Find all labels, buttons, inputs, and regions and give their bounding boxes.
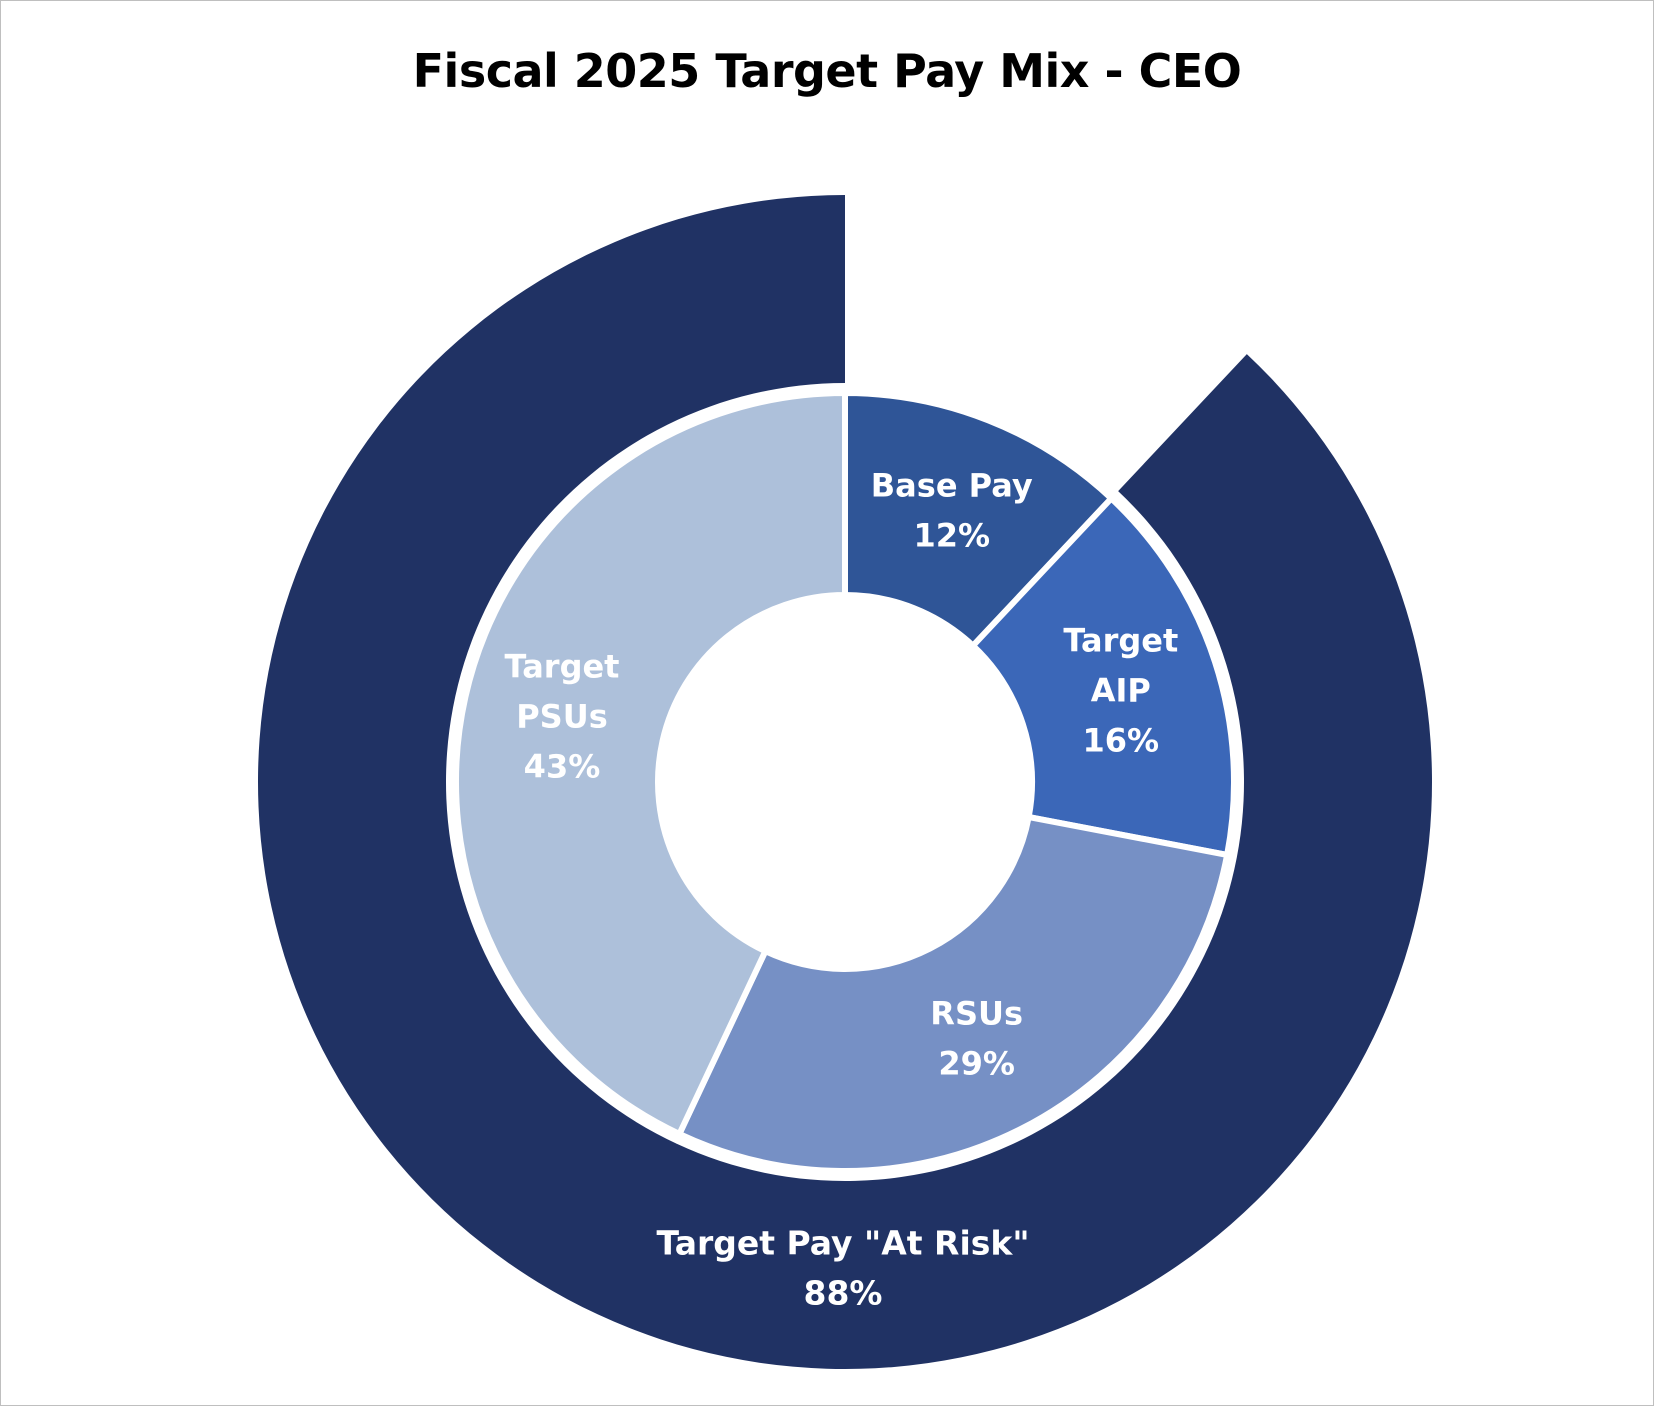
outer-slice-target-pay-at-risk-value-label: 88%: [804, 1274, 883, 1313]
inner-slice-target-psus-name-label: Target: [504, 648, 619, 686]
inner-slice-target-psus-name-label: PSUs: [516, 698, 608, 736]
inner-slice-base-pay-value-label: 12%: [913, 516, 990, 554]
inner-slice-rsus-value-label: 29%: [938, 1044, 1015, 1082]
inner-slice-target-psus: [453, 389, 848, 1138]
inner-slice-rsus: [675, 813, 1231, 1174]
inner-slice-target-aip-name-label: Target: [1063, 621, 1178, 659]
inner-slice-target-psus-value-label: 43%: [524, 748, 601, 786]
inner-slice-base-pay: [842, 389, 1116, 650]
chart-title: Fiscal 2025 Target Pay Mix - CEO: [412, 44, 1242, 98]
inner-slice-base-pay-name-label: Base Pay: [871, 466, 1033, 504]
outer-slice-target-pay-at-risk: [257, 195, 1433, 1369]
inner-slice-target-aip-value-label: 16%: [1083, 721, 1160, 759]
inner-slice-rsus-name-label: RSUs: [930, 994, 1023, 1032]
inner-slice-target-aip-name-label: AIP: [1091, 671, 1151, 709]
inner-slice-target-aip: [968, 494, 1237, 859]
outer-slice-target-pay-at-risk-name-label: Target Pay "At Risk": [656, 1224, 1029, 1263]
